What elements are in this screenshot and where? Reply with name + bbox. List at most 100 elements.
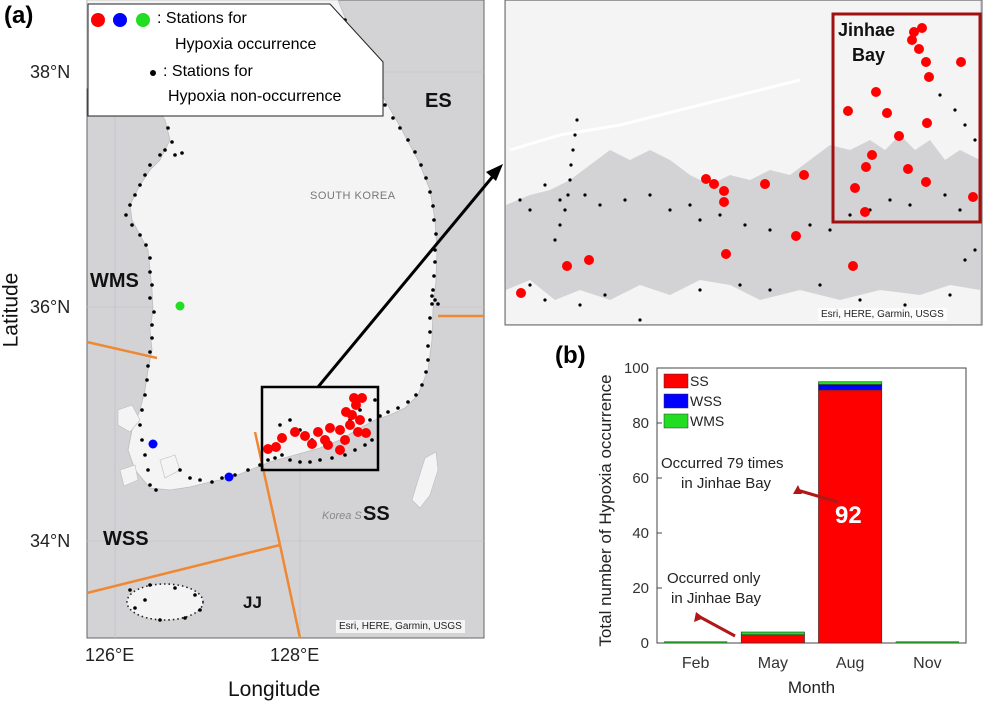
inset-non-station-35 [958,208,962,212]
inset-non-station-47 [948,293,952,297]
non-occurrence-station-70 [233,473,237,477]
non-occurrence-station-73 [266,458,270,462]
non-occurrence-station-54 [148,350,152,354]
inset-non-station-21 [743,223,747,227]
ss-occurrence-stations [263,393,371,455]
chart-legend-swatch-WMS [663,413,689,429]
non-occurrence-station-5 [383,103,387,107]
non-occurrence-station-40 [138,183,142,187]
inset-station-3 [701,174,711,184]
non-occurrence-station-10 [419,163,423,167]
inset-non-station-14 [598,203,602,207]
y-tick-label-0: 0 [641,635,649,652]
non-occurrence-station-58 [140,408,144,412]
non-occurrence-station-14 [432,218,436,222]
inset-station-7 [760,179,770,189]
inset-attribution: Esri, HERE, Garmin, USGS [818,308,947,321]
inset-non-station-42 [738,283,742,287]
non-occurrence-station-28 [406,400,410,404]
annotation-arrowhead-only [694,612,704,622]
bar-May-WMS [740,631,805,636]
non-occurrence-station-66 [188,476,192,480]
inset-station-25 [917,23,927,33]
region-ss: SS [363,503,390,525]
y-tick-36: 36°N [30,297,71,317]
inset-non-station-7 [558,223,562,227]
non-occurrence-station-26 [420,383,424,387]
wms-station [175,301,185,311]
chart-legend-label-SS: SS [690,373,709,389]
jeju-island [126,583,204,621]
inset-non-station-46 [903,303,907,307]
non-occurrence-station-13 [431,204,435,208]
non-occurrence-station-8 [406,138,410,142]
inset-station-30 [956,57,966,67]
y-tick-label-20: 20 [632,580,649,597]
x-tick-128: 128°E [270,645,320,665]
inset-station-21 [903,164,913,174]
annotation-only-line2: in Jinhae Bay [671,590,762,607]
ss-station-4 [300,431,310,441]
inset-station-24 [909,27,919,37]
inset-non-station-36 [528,283,532,287]
aug-value-label: 92 [835,502,862,529]
non-occurrence-station-56 [145,378,149,382]
ss-station-6 [313,427,323,437]
y-tick-38: 38°N [30,62,71,82]
ss-station-17 [335,445,345,455]
zoom-arrow [316,174,496,388]
panel-b-label: (b) [555,342,586,369]
legend-line4: Hypoxia non-occurrence [168,88,342,105]
inset-non-station-5 [566,193,570,197]
inset-station-20 [922,118,932,128]
annotation-79-line2: in Jinhae Bay [681,475,772,492]
non-occurrence-station-12 [428,190,432,194]
ss-station-9 [335,425,345,435]
non-occurrence-station-68 [210,480,214,484]
annotation-arrow-only [699,615,736,638]
y-tick-34: 34°N [30,531,71,551]
legend-frame [87,3,384,117]
non-occurrence-station-75 [280,453,284,457]
non-occurrence-station-45 [138,233,142,237]
non-occurrence-station-33 [170,140,174,144]
inset-non-station-6 [563,208,567,212]
region-es: ES [425,90,452,112]
non-occurrence-station-46 [144,243,148,247]
non-occurrence-station-99 [133,606,137,610]
non-occurrence-station-97 [436,302,440,306]
non-occurrence-station-15 [434,232,438,236]
non-occurrence-station-23 [426,344,430,348]
inset-station-18 [843,106,853,116]
non-occurrence-station-79 [318,458,322,462]
x-tick-label-Aug: Aug [836,655,864,672]
non-occurrence-station-32 [166,126,170,130]
legend-red-dot [91,13,105,27]
inset-non-station-44 [818,283,822,287]
chart-y-label: Total number of Hypoxia occurrence [596,374,615,646]
non-occurrence-station-43 [124,213,128,217]
x-tick-label-May: May [758,655,788,672]
non-occurrence-station-86 [288,418,292,422]
inset-station-13 [850,183,860,193]
inset-station-22 [921,177,931,187]
inset-station-26 [907,35,917,45]
non-occurrence-station-69 [220,476,224,480]
inset-non-station-8 [553,238,557,242]
chart-legend-swatch-WSS [663,393,689,409]
annotation-arrow-79 [796,488,839,504]
inset-non-station-28 [888,198,892,202]
inset-station-12 [860,207,870,217]
inset-station-19 [894,131,904,141]
inset-non-station-37 [543,298,547,302]
inset-non-station-3 [569,163,573,167]
inset-non-station-4 [568,178,572,182]
non-occurrence-station-59 [138,423,142,427]
non-occurrence-station-42 [128,203,132,207]
non-occurrence-station-30 [386,410,390,414]
non-occurrence-station-102 [173,586,177,590]
inset-station-8 [799,170,809,180]
non-occurrence-station-35 [158,153,162,157]
non-occurrence-station-47 [148,256,152,260]
